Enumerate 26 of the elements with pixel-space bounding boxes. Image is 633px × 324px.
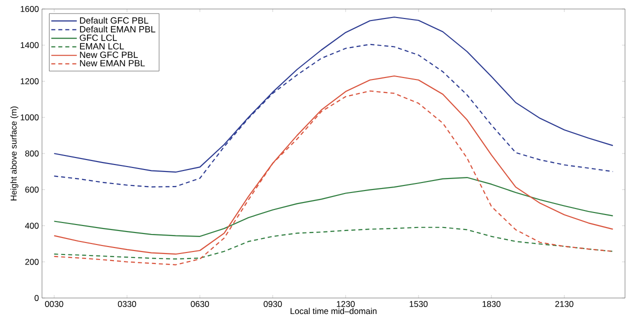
x-tick-label: 2130	[555, 301, 574, 308]
x-tick-label: 1830	[482, 301, 500, 308]
legend-label: Default EMAN PBL	[80, 26, 156, 32]
legend-label: GFC LCL	[80, 34, 117, 41]
x-tick-label: 0930	[264, 301, 282, 308]
line-series	[54, 226, 614, 260]
x-tick-label: 1230	[336, 301, 355, 308]
legend-label: Default GFC PBL	[80, 17, 148, 24]
y-tick-label: 0	[34, 295, 39, 301]
y-axis-title: Height above surface (m)	[10, 106, 18, 200]
x-tick-label: 0630	[190, 301, 209, 308]
y-tick-label: 400	[25, 222, 39, 229]
legend-label: EMAN LCL	[80, 43, 124, 50]
y-tick-label: 1400	[20, 42, 39, 48]
x-tick-label: 0330	[118, 301, 136, 308]
x-axis-title: Local time mid–domain	[290, 308, 376, 314]
y-tick-label: 1000	[20, 114, 39, 120]
legend-label: New EMAN PBL	[80, 60, 145, 66]
x-tick-label: 0030	[45, 301, 64, 308]
y-tick-label: 1600	[20, 6, 39, 12]
legend-label: New GFC PBL	[80, 52, 138, 58]
y-tick-label: 1200	[20, 78, 39, 84]
y-tick-label: 200	[25, 258, 39, 265]
y-tick-label: 600	[25, 186, 39, 193]
y-tick-label: 800	[25, 150, 39, 156]
x-tick-label: 1530	[410, 301, 428, 308]
